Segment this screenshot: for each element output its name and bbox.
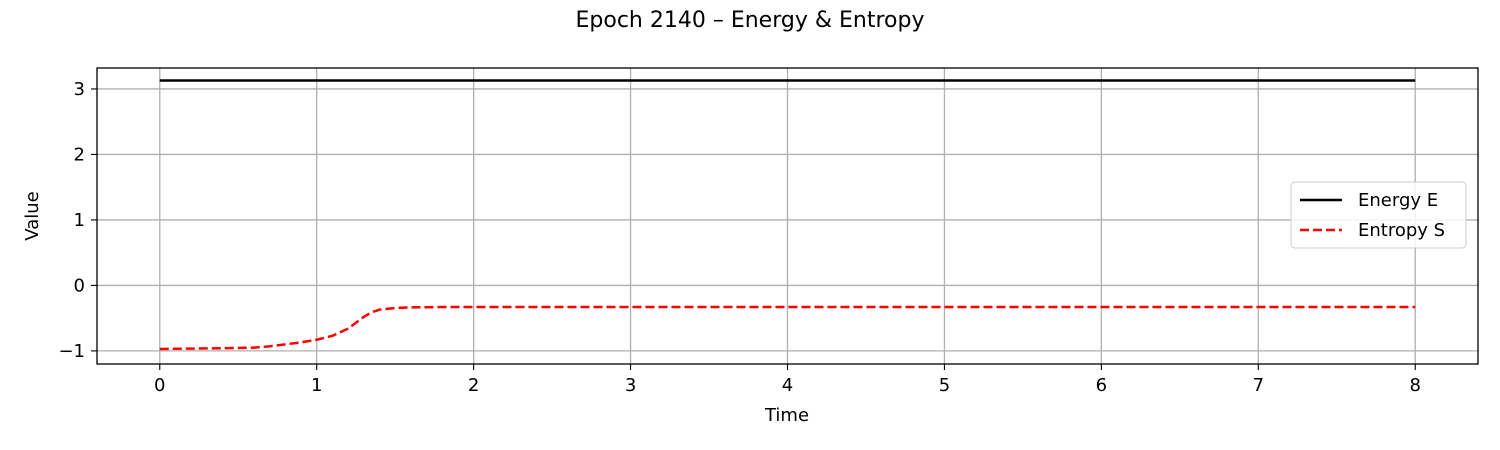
x-tick-label: 0 xyxy=(154,375,165,396)
x-axis-label: Time xyxy=(764,405,809,426)
chart-title: Epoch 2140 – Energy & Entropy xyxy=(576,8,925,33)
grid xyxy=(97,68,1478,364)
legend-label-entropy: Entropy S xyxy=(1358,220,1445,241)
x-tick-label: 5 xyxy=(939,375,950,396)
x-tick-label: 6 xyxy=(1096,375,1107,396)
legend-box xyxy=(1290,181,1467,249)
x-tick-label: 7 xyxy=(1253,375,1264,396)
y-tick-label: 0 xyxy=(74,275,85,296)
x-tick-label: 2 xyxy=(468,375,479,396)
series-line-entropy xyxy=(159,305,1416,351)
legend: Energy E Entropy S xyxy=(1290,181,1467,249)
y-tick-label: 2 xyxy=(74,144,85,165)
legend-label-energy: Energy E xyxy=(1358,190,1438,211)
y-tick-label: 1 xyxy=(74,210,85,231)
series-layer xyxy=(159,79,1416,351)
x-tick-label: 1 xyxy=(311,375,322,396)
x-tick-label: 4 xyxy=(782,375,793,396)
y-tick-label: −1 xyxy=(58,341,85,362)
y-axis-label: Value xyxy=(22,191,43,240)
x-tick-label: 8 xyxy=(1410,375,1421,396)
x-tick-label: 3 xyxy=(625,375,636,396)
y-tick-label: 3 xyxy=(74,79,85,100)
ticks: 0 1 2 3 4 5 6 7 8 −1 0 1 2 3 xyxy=(58,79,1421,396)
